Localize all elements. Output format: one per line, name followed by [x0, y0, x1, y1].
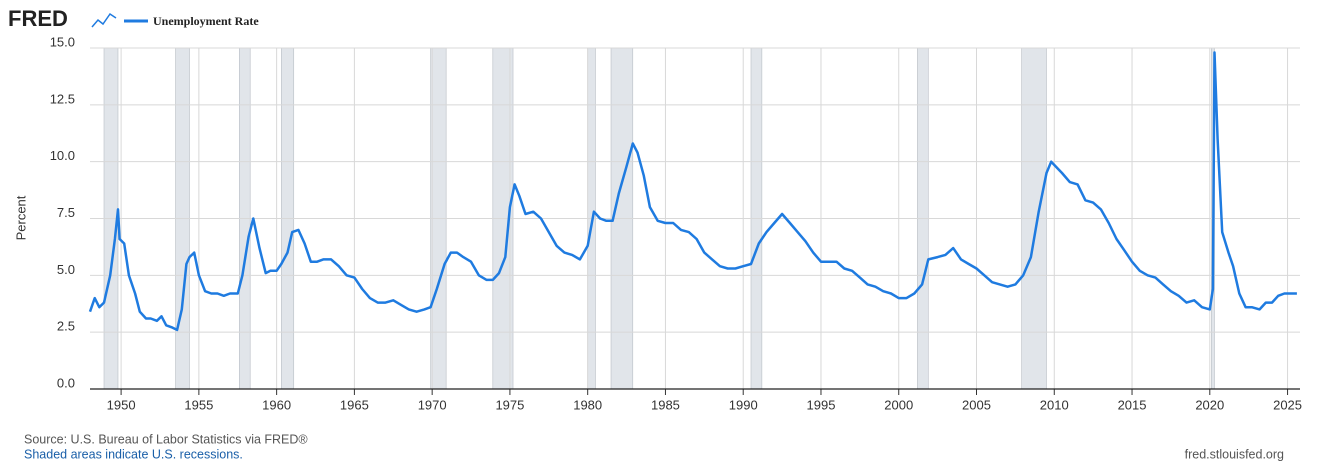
x-tick-label: 2010	[1040, 397, 1069, 412]
x-tick-label: 1965	[340, 397, 369, 412]
site: fred.stlouisfed.org	[1185, 447, 1284, 461]
y-tick-label: 2.5	[57, 319, 75, 334]
y-tick-label: 15.0	[50, 34, 75, 49]
x-tick-label: 1955	[184, 397, 213, 412]
x-tick-label: 1975	[495, 397, 524, 412]
x-tick-label: 1990	[729, 397, 758, 412]
logo-icon	[91, 12, 117, 28]
x-tick-label: 1950	[107, 397, 136, 412]
x-tick-label: 1995	[807, 397, 836, 412]
x-tick-label: 1960	[262, 397, 291, 412]
x-tick-label: 2000	[884, 397, 913, 412]
x-tick-label: 1970	[418, 397, 447, 412]
x-tick-label: 2025	[1273, 397, 1302, 412]
x-tick-label: 2005	[962, 397, 991, 412]
x-tick-label: 1980	[573, 397, 602, 412]
y-tick-label: 10.0	[50, 148, 75, 163]
x-tick-label: 2020	[1195, 397, 1224, 412]
x-tick-label: 1985	[651, 397, 680, 412]
legend-label: Unemployment Rate	[153, 14, 259, 28]
series-line	[88, 51, 1297, 332]
y-tick-label: 5.0	[57, 262, 75, 277]
y-tick-label: 7.5	[57, 205, 75, 220]
logo: FRED	[8, 6, 68, 31]
source: Source: U.S. Bureau of Labor Statistics …	[24, 432, 308, 446]
recession-note: Shaded areas indicate U.S. recessions.	[24, 447, 243, 461]
y-tick-label: 0.0	[57, 375, 75, 390]
y-tick-label: 12.5	[50, 91, 75, 106]
y-axis-label: Percent	[13, 195, 28, 240]
x-tick-label: 2015	[1118, 397, 1147, 412]
